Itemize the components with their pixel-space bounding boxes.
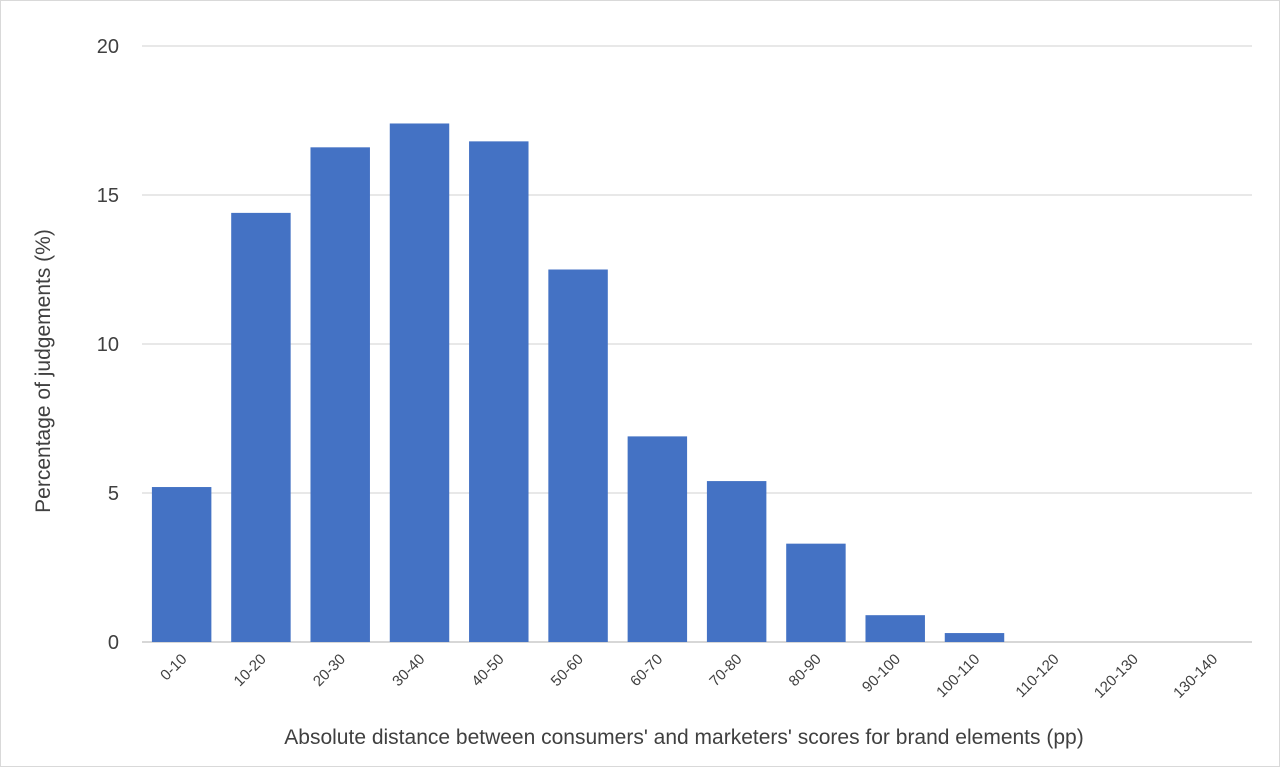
x-tick-label: 0-10 [157, 651, 190, 684]
x-tick-label: 40-50 [468, 651, 507, 690]
bar-90-100 [865, 615, 925, 642]
bar-70-80 [706, 481, 767, 642]
y-axis-ticks: 0 5 10 15 20 [97, 36, 119, 654]
bar-50-60 [548, 269, 608, 642]
y-tick-label: 20 [97, 36, 119, 58]
x-tick-label: 20-30 [310, 651, 349, 690]
bar-0-10 [151, 487, 212, 642]
x-tick-label: 130-140 [1170, 651, 1221, 702]
x-tick-label: 80-90 [786, 651, 825, 690]
x-tick-label: 30-40 [389, 651, 428, 690]
x-axis-title: Absolute distance between consumers' and… [284, 726, 1083, 749]
x-tick-label: 50-60 [548, 651, 587, 690]
bar-30-40 [389, 123, 450, 643]
y-tick-label: 0 [108, 632, 119, 654]
x-tick-label: 110-120 [1012, 651, 1062, 701]
bar-100-110 [944, 633, 1005, 642]
y-tick-label: 5 [108, 483, 119, 505]
bar-60-70 [627, 436, 688, 642]
x-axis-ticks: 0-10 10-20 20-30 30-40 40-50 50-60 60-70 70-80 8… [157, 651, 1221, 702]
x-tick-label: 70-80 [706, 651, 745, 690]
y-axis-title: Percentage of judgements (%) [32, 229, 55, 513]
x-tick-label: 90-100 [859, 651, 904, 696]
bar-80-90 [786, 543, 846, 642]
x-tick-label: 10-20 [231, 651, 270, 690]
x-tick-label: 100-110 [933, 651, 983, 701]
y-tick-label: 10 [97, 334, 119, 356]
x-tick-label: 60-70 [627, 651, 666, 690]
bars [151, 123, 1005, 643]
bar-20-30 [310, 147, 370, 642]
y-tick-label: 15 [97, 185, 119, 207]
bar-40-50 [469, 141, 529, 643]
gridlines [142, 45, 1252, 643]
bar-10-20 [231, 212, 291, 642]
x-tick-label: 120-130 [1091, 651, 1142, 702]
